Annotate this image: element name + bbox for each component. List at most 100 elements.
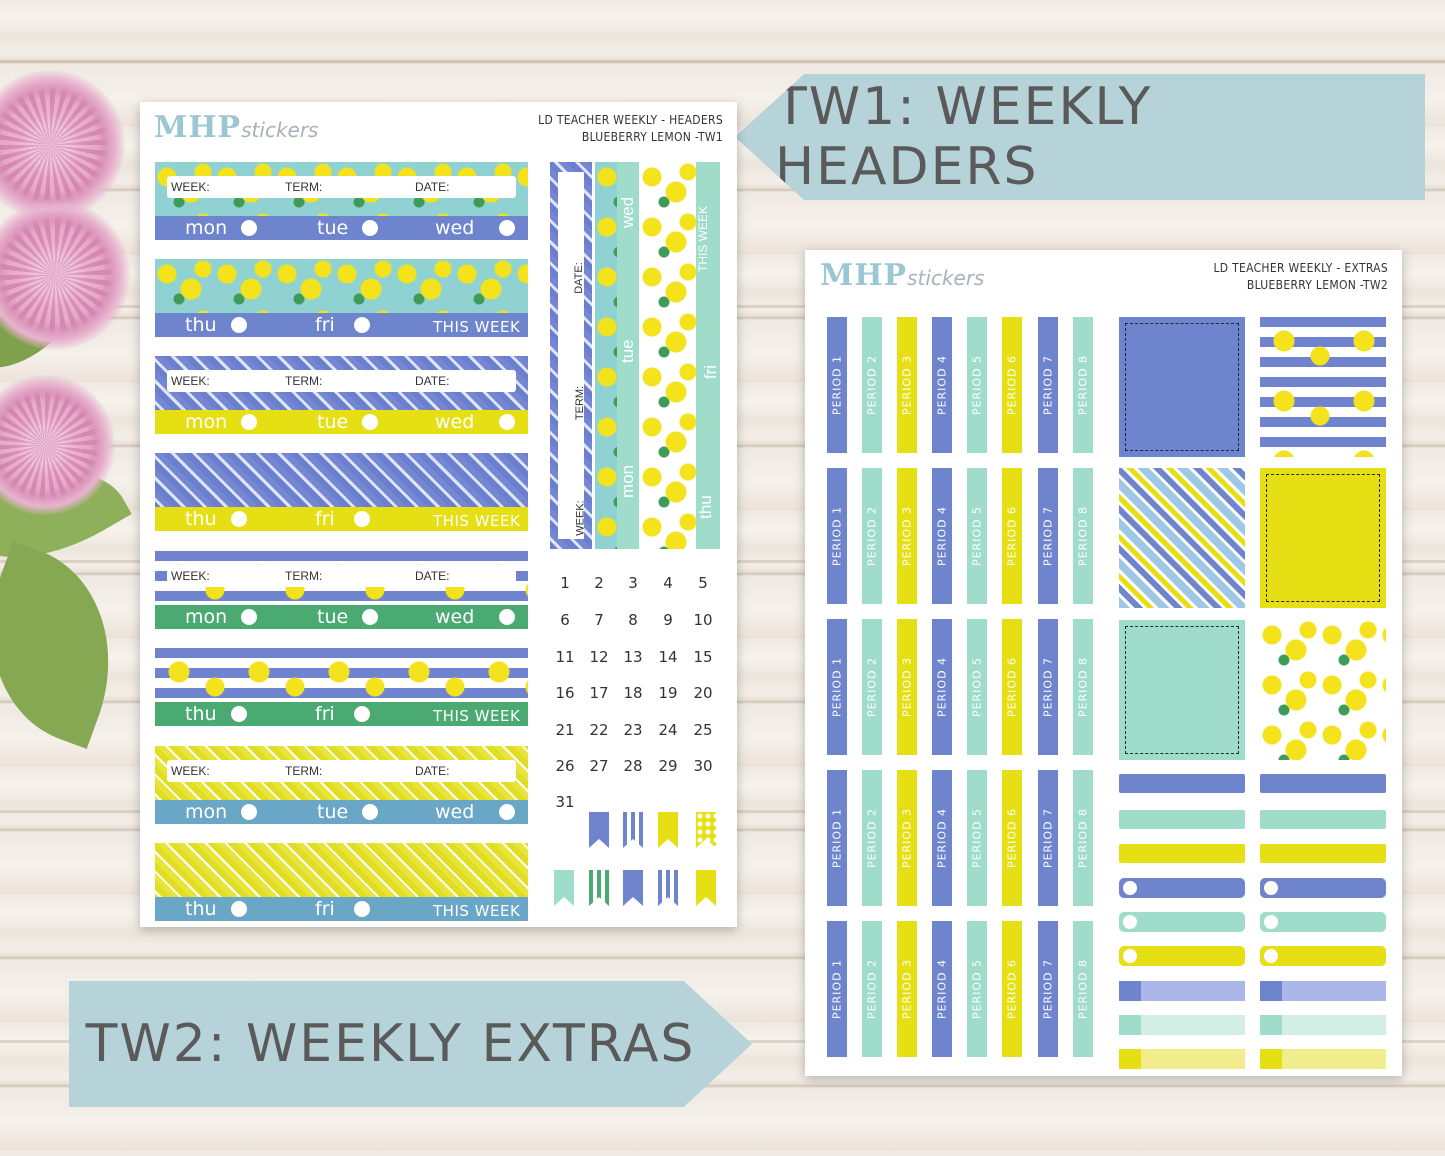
- period-label: PERIOD 6: [1005, 354, 1019, 416]
- period-strip: PERIOD 7: [1038, 468, 1058, 604]
- period-label: PERIOD 2: [865, 807, 879, 869]
- sheet-logo: MHPstickers: [154, 110, 319, 145]
- period-strip: PERIOD 3: [897, 619, 917, 755]
- period-strip: PERIOD 2: [862, 317, 882, 453]
- period-label: PERIOD 7: [1041, 505, 1055, 567]
- plain-bar: [1119, 810, 1245, 829]
- period-strip: PERIOD 1: [827, 468, 847, 604]
- header-strip: WEEK: TERM: DATE: mon tue wed: [155, 356, 528, 434]
- period-strip: PERIOD 6: [1002, 619, 1022, 755]
- full-box-yellow: [1260, 468, 1386, 608]
- flag-sticker: [623, 812, 643, 848]
- tab-bar: [1260, 1049, 1386, 1069]
- banner-tw1: TW1: WEEKLY HEADERS: [735, 74, 1425, 200]
- header-strip: thu fri THIS WEEK: [155, 843, 528, 921]
- vertical-strip-days: wed tue mon: [595, 162, 639, 549]
- period-label: PERIOD 4: [935, 505, 949, 567]
- period-label: PERIOD 3: [900, 807, 914, 869]
- period-label: PERIOD 5: [970, 807, 984, 869]
- leaf-decoration: [0, 541, 145, 749]
- period-strip: PERIOD 4: [932, 770, 952, 906]
- flag-sticker: [623, 870, 643, 906]
- flower-decoration: [0, 200, 130, 350]
- sheet-title-line2: BLUEBERRY LEMON -TW2: [1246, 278, 1388, 292]
- period-label: PERIOD 8: [1076, 807, 1090, 869]
- tab-bar: [1260, 1015, 1386, 1035]
- tab-bar: [1119, 981, 1245, 1001]
- day-band: mon tue wed: [155, 216, 528, 240]
- period-label: PERIOD 3: [900, 505, 914, 567]
- flag-sticker: [589, 870, 609, 906]
- period-label: PERIOD 7: [1041, 958, 1055, 1020]
- checkbox-bar: [1119, 946, 1245, 966]
- period-strip: PERIOD 6: [1002, 317, 1022, 453]
- period-label: PERIOD 3: [900, 958, 914, 1020]
- header-strip: thu fri THIS WEEK: [155, 648, 528, 726]
- period-label: PERIOD 5: [970, 958, 984, 1020]
- checkbox-bar: [1260, 912, 1386, 932]
- period-strip: PERIOD 4: [932, 619, 952, 755]
- period-strip: PERIOD 3: [897, 770, 917, 906]
- period-label: PERIOD 4: [935, 807, 949, 869]
- header-strip: WEEK: TERM: DATE: mon tue wed: [155, 746, 528, 824]
- period-strip: PERIOD 6: [1002, 921, 1022, 1057]
- period-label: PERIOD 3: [900, 354, 914, 416]
- wood-plank-line: [0, 60, 1445, 63]
- period-label: PERIOD 1: [830, 656, 844, 718]
- banner-tw1-text: TW1: WEEKLY HEADERS: [775, 77, 1153, 197]
- period-label: PERIOD 2: [865, 354, 879, 416]
- flag-sticker: [589, 812, 609, 848]
- flower-decoration: [0, 375, 115, 515]
- sticker-sheet-tw2: MHPstickers LD TEACHER WEEKLY - EXTRAS B…: [805, 250, 1402, 1076]
- banner-tw2-text: TW2: WEEKLY EXTRAS: [85, 1014, 696, 1074]
- sheet-title-line1: LD TEACHER WEEKLY - HEADERS: [538, 113, 723, 127]
- period-label: PERIOD 4: [935, 354, 949, 416]
- tab-bar: [1260, 981, 1386, 1001]
- period-label: PERIOD 2: [865, 958, 879, 1020]
- tab-bar: [1119, 1015, 1245, 1035]
- period-label: PERIOD 1: [830, 958, 844, 1020]
- period-label: PERIOD 5: [970, 505, 984, 567]
- period-strip: PERIOD 8: [1073, 619, 1093, 755]
- lemon-photo-box: [1260, 317, 1386, 457]
- day-band: mon tue wed: [155, 605, 528, 629]
- period-strip: PERIOD 8: [1073, 921, 1093, 1057]
- week-term-date-bar: WEEK: TERM: DATE:: [167, 370, 516, 392]
- period-label: PERIOD 6: [1005, 807, 1019, 869]
- period-strip: PERIOD 2: [862, 770, 882, 906]
- period-strip: PERIOD 1: [827, 921, 847, 1057]
- period-strip: PERIOD 4: [932, 317, 952, 453]
- period-label: PERIOD 8: [1076, 958, 1090, 1020]
- header-strip: thu fri THIS WEEK: [155, 453, 528, 531]
- flag-sticker: [696, 812, 716, 848]
- period-label: PERIOD 2: [865, 505, 879, 567]
- period-label: PERIOD 1: [830, 505, 844, 567]
- sheet-title: LD TEACHER WEEKLY - EXTRAS BLUEBERRY LEM…: [1213, 260, 1388, 294]
- header-strip: WEEK: TERM: DATE: mon tue wed: [155, 162, 528, 240]
- checkbox-bar: [1119, 912, 1245, 932]
- plain-bar: [1260, 844, 1386, 863]
- sticker-sheet-tw1: MHPstickers LD TEACHER WEEKLY - HEADERS …: [140, 102, 737, 927]
- period-strip: PERIOD 4: [932, 921, 952, 1057]
- flag-sticker: [658, 812, 678, 848]
- header-strip: WEEK: TERM: DATE: mon tue wed: [155, 551, 528, 629]
- day-band: thu fri THIS WEEK: [155, 507, 528, 531]
- day-band: thu fri THIS WEEK: [155, 702, 528, 726]
- week-term-date-bar: WEEK: TERM: DATE:: [167, 760, 516, 782]
- period-label: PERIOD 8: [1076, 505, 1090, 567]
- flower-decoration: [0, 70, 125, 220]
- period-strip: PERIOD 2: [862, 619, 882, 755]
- period-strip: PERIOD 2: [862, 921, 882, 1057]
- period-strip: PERIOD 8: [1073, 317, 1093, 453]
- period-label: PERIOD 7: [1041, 807, 1055, 869]
- period-label: PERIOD 8: [1076, 656, 1090, 718]
- period-label: PERIOD 6: [1005, 656, 1019, 718]
- period-strip: PERIOD 3: [897, 921, 917, 1057]
- week-term-date-bar: WEEK: TERM: DATE:: [167, 176, 516, 198]
- banner-tw2: TW2: WEEKLY EXTRAS: [69, 981, 752, 1107]
- day-band: mon tue wed: [155, 410, 528, 434]
- period-label: PERIOD 1: [830, 354, 844, 416]
- vertical-strip-lemons: THIS WEEK fri thu: [640, 162, 720, 549]
- lemon-leaf-box: [1260, 620, 1386, 760]
- period-strip: PERIOD 6: [1002, 468, 1022, 604]
